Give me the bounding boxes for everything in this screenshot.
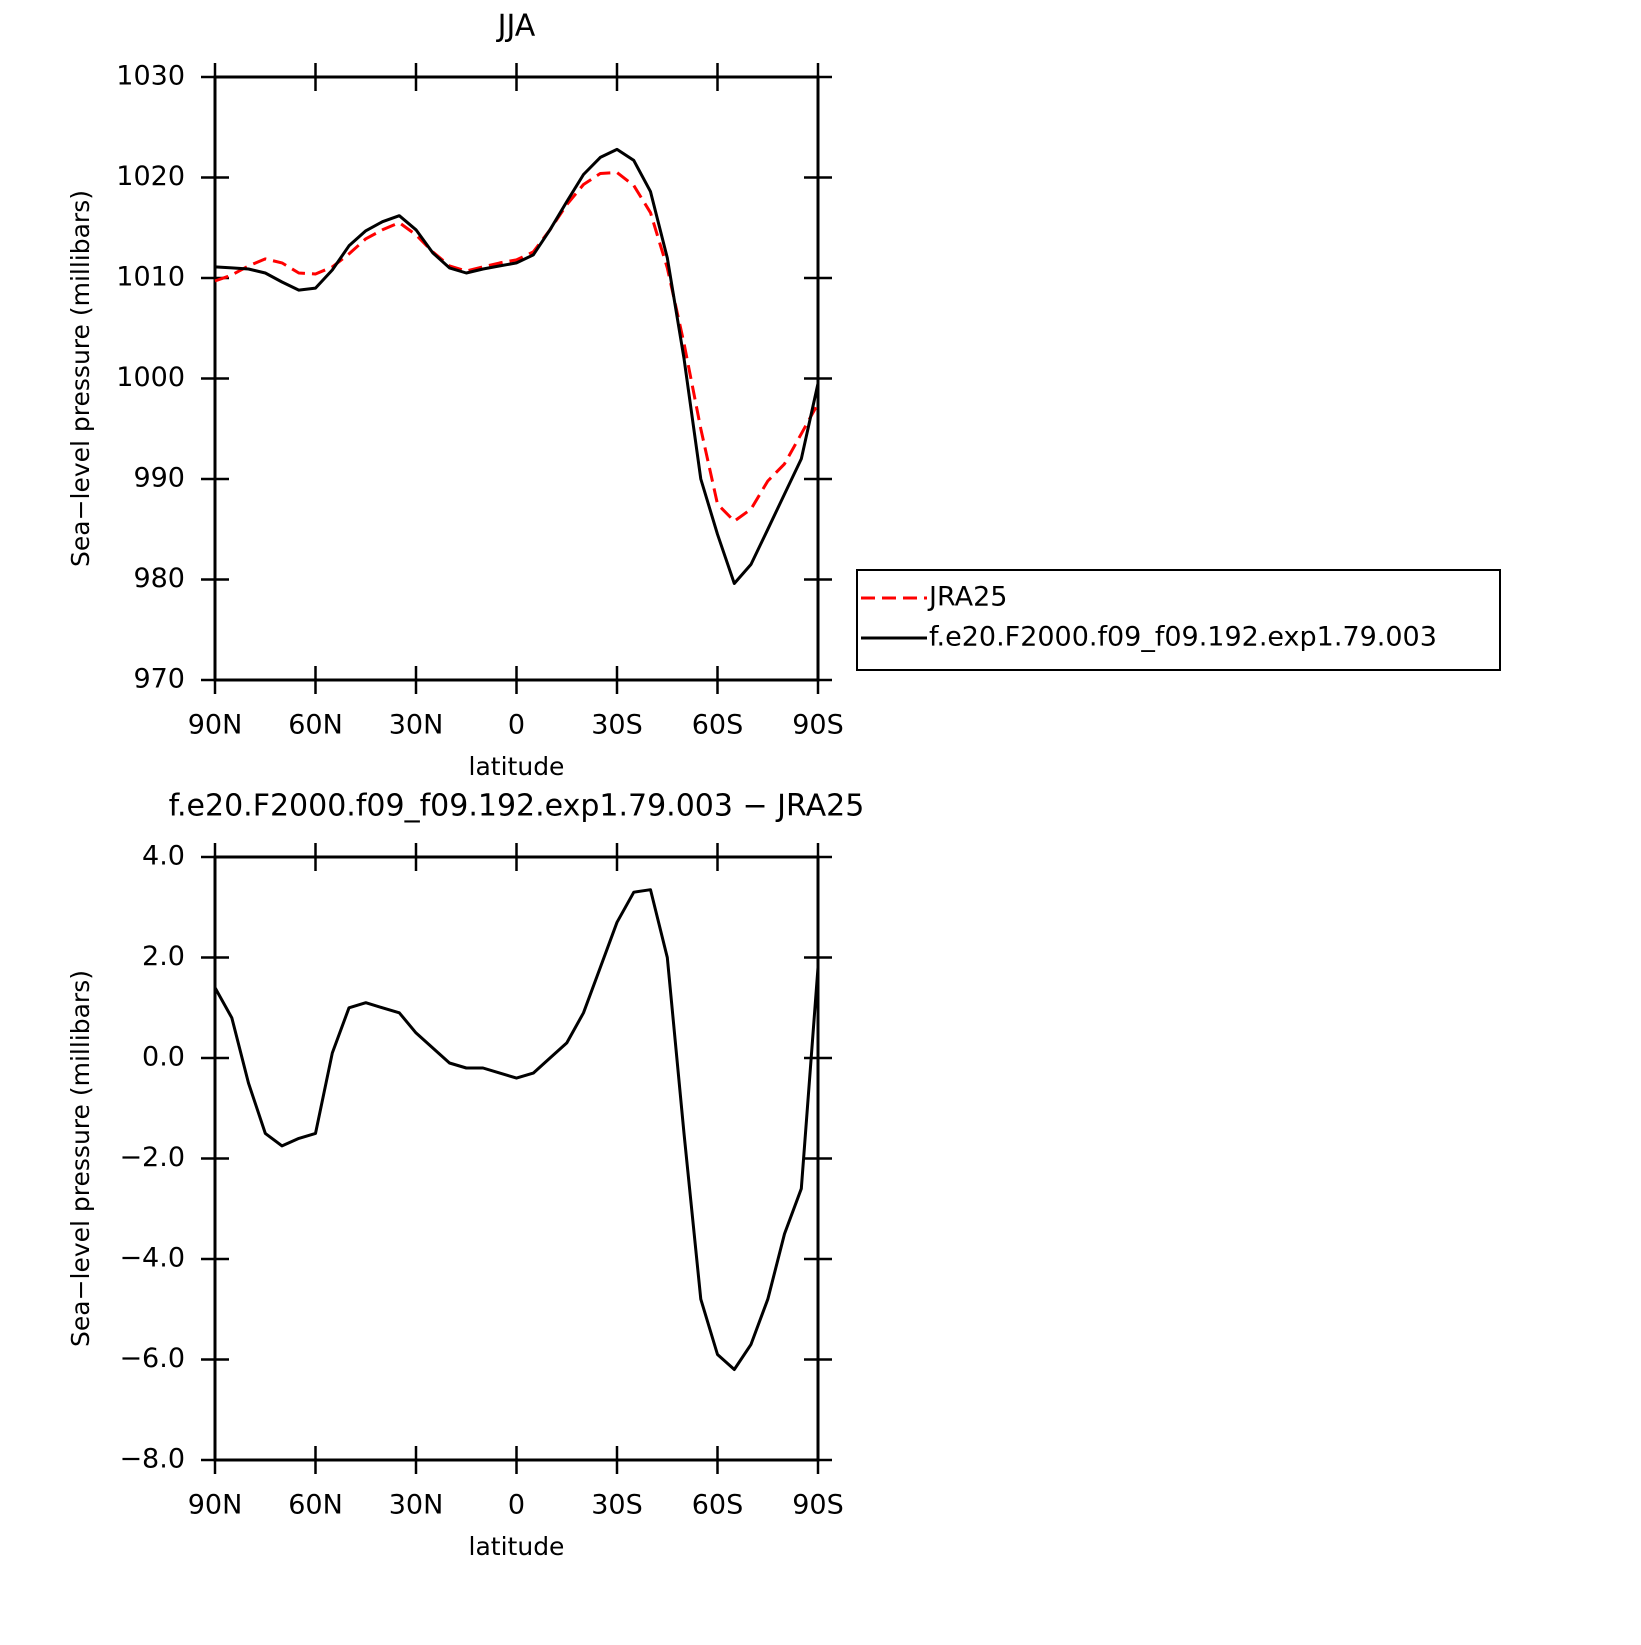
x-tick-label: 30N bbox=[389, 710, 444, 741]
y-tick-label: −4.0 bbox=[119, 1243, 185, 1274]
x-tick-label: 90N bbox=[188, 1490, 243, 1521]
x-tick-label: 60S bbox=[692, 1490, 744, 1521]
x-tick-label: 30S bbox=[591, 710, 643, 741]
y-tick-label: 0.0 bbox=[142, 1042, 185, 1073]
y-tick-label: 970 bbox=[133, 664, 185, 695]
y-axis-label: Sea−level pressure (millibars) bbox=[66, 190, 95, 567]
x-tick-label: 90S bbox=[792, 710, 844, 741]
y-axis-label: Sea−level pressure (millibars) bbox=[66, 970, 95, 1347]
y-tick-label: 980 bbox=[133, 563, 185, 594]
chart-title: f.e20.F2000.f09_f09.192.exp1.79.003 − JR… bbox=[169, 789, 865, 824]
x-axis-label: latitude bbox=[469, 752, 565, 781]
plot-frame bbox=[213, 855, 820, 1462]
y-tick-label: 990 bbox=[133, 463, 185, 494]
y-tick-label: 4.0 bbox=[142, 841, 185, 872]
y-tick-label: 1030 bbox=[116, 61, 185, 92]
y-tick-label: 1010 bbox=[116, 262, 185, 293]
x-tick-label: 30N bbox=[389, 1490, 444, 1521]
y-tick-label: 1020 bbox=[116, 161, 185, 192]
data-line bbox=[213, 888, 820, 1371]
chart-title: JJA bbox=[496, 9, 536, 44]
x-tick-label: 0 bbox=[508, 1490, 525, 1521]
data-line bbox=[214, 147, 820, 585]
data-line bbox=[214, 171, 820, 523]
x-axis-label: latitude bbox=[469, 1532, 565, 1561]
y-tick-label: 1000 bbox=[116, 362, 185, 393]
x-tick-label: 90N bbox=[188, 710, 243, 741]
legend-label: f.e20.F2000.f09_f09.192.exp1.79.003 bbox=[929, 622, 1437, 653]
x-tick-label: 60S bbox=[692, 710, 744, 741]
x-tick-label: 60N bbox=[288, 710, 343, 741]
y-tick-label: −8.0 bbox=[119, 1444, 185, 1475]
y-tick-label: −2.0 bbox=[119, 1142, 185, 1173]
x-tick-label: 30S bbox=[591, 1490, 643, 1521]
x-tick-label: 90S bbox=[792, 1490, 844, 1521]
y-tick-label: −6.0 bbox=[119, 1343, 185, 1374]
x-tick-label: 60N bbox=[288, 1490, 343, 1521]
y-tick-label: 2.0 bbox=[142, 941, 185, 972]
plot-frame bbox=[213, 75, 820, 682]
legend-box bbox=[856, 569, 1501, 671]
legend-label: JRA25 bbox=[927, 582, 1007, 613]
x-tick-label: 0 bbox=[508, 710, 525, 741]
